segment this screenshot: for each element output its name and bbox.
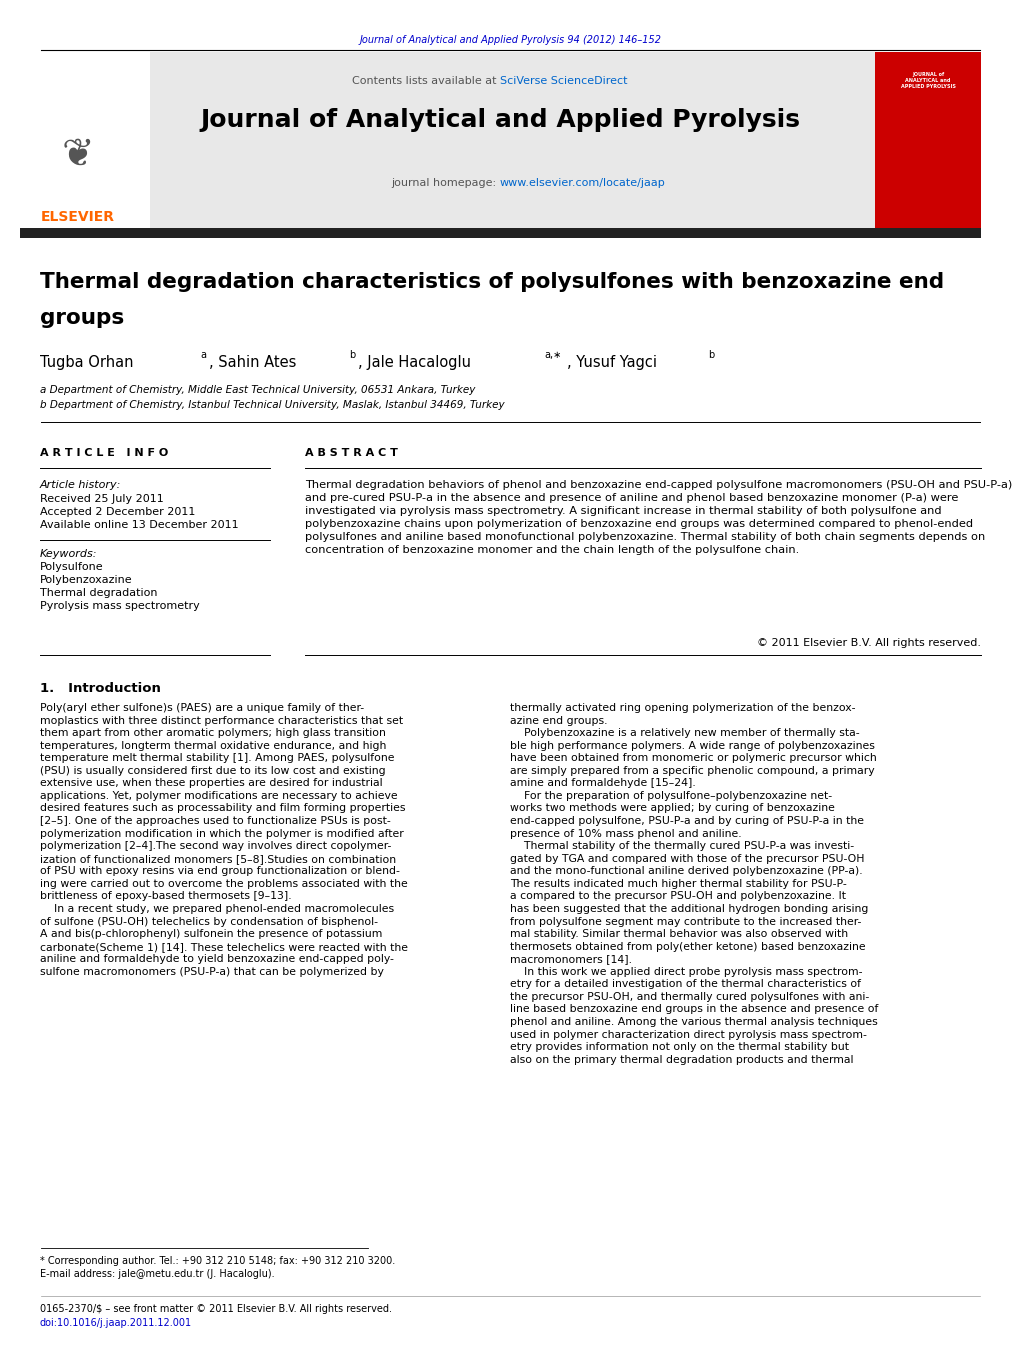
Text: Thermal degradation characteristics of polysulfones with benzoxazine end: Thermal degradation characteristics of p… <box>40 272 944 292</box>
Text: groups: groups <box>40 308 125 328</box>
Text: © 2011 Elsevier B.V. All rights reserved.: © 2011 Elsevier B.V. All rights reserved… <box>757 638 981 648</box>
FancyBboxPatch shape <box>875 51 981 228</box>
Text: b Department of Chemistry, Istanbul Technical University, Maslak, Istanbul 34469: b Department of Chemistry, Istanbul Tech… <box>40 400 504 409</box>
Text: thermally activated ring opening polymerization of the benzox-
azine end groups.: thermally activated ring opening polymer… <box>510 703 878 1065</box>
Text: Journal of Analytical and Applied Pyrolysis: Journal of Analytical and Applied Pyroly… <box>200 108 800 132</box>
Text: A B S T R A C T: A B S T R A C T <box>305 449 398 458</box>
Text: Journal of Analytical and Applied Pyrolysis 94 (2012) 146–152: Journal of Analytical and Applied Pyroly… <box>359 35 662 45</box>
Text: SciVerse ScienceDirect: SciVerse ScienceDirect <box>500 76 628 86</box>
Text: b: b <box>708 350 715 359</box>
Text: ❦: ❦ <box>61 136 94 174</box>
Text: Keywords:: Keywords: <box>40 549 97 559</box>
FancyBboxPatch shape <box>20 228 981 238</box>
Text: 0165-2370/$ – see front matter © 2011 Elsevier B.V. All rights reserved.: 0165-2370/$ – see front matter © 2011 El… <box>40 1304 392 1315</box>
Text: Tugba Orhan: Tugba Orhan <box>40 355 134 370</box>
Text: Article history:: Article history: <box>40 480 121 490</box>
Text: Poly(aryl ether sulfone)s (PAES) are a unique family of ther-
moplastics with th: Poly(aryl ether sulfone)s (PAES) are a u… <box>40 703 408 977</box>
Text: , Yusuf Yagci: , Yusuf Yagci <box>567 355 657 370</box>
Text: A R T I C L E   I N F O: A R T I C L E I N F O <box>40 449 168 458</box>
Text: Contents lists available at: Contents lists available at <box>352 76 500 86</box>
Text: a: a <box>200 350 206 359</box>
Text: , Sahin Ates: , Sahin Ates <box>209 355 296 370</box>
Text: 1.   Introduction: 1. Introduction <box>40 682 161 694</box>
Text: Thermal degradation: Thermal degradation <box>40 588 157 598</box>
Text: Polysulfone: Polysulfone <box>40 562 103 571</box>
Text: Polybenzoxazine: Polybenzoxazine <box>40 576 133 585</box>
Text: Accepted 2 December 2011: Accepted 2 December 2011 <box>40 507 195 517</box>
Text: * Corresponding author. Tel.: +90 312 210 5148; fax: +90 312 210 3200.: * Corresponding author. Tel.: +90 312 21… <box>40 1256 395 1266</box>
Text: Available online 13 December 2011: Available online 13 December 2011 <box>40 520 239 530</box>
Text: Received 25 July 2011: Received 25 July 2011 <box>40 494 163 504</box>
FancyBboxPatch shape <box>20 51 150 228</box>
Text: doi:10.1016/j.jaap.2011.12.001: doi:10.1016/j.jaap.2011.12.001 <box>40 1319 192 1328</box>
Text: a,∗: a,∗ <box>544 350 562 359</box>
Text: E-mail address: jale@metu.edu.tr (J. Hacaloglu).: E-mail address: jale@metu.edu.tr (J. Hac… <box>40 1269 275 1279</box>
Text: b: b <box>349 350 355 359</box>
Text: ELSEVIER: ELSEVIER <box>41 209 115 224</box>
Text: Thermal degradation behaviors of phenol and benzoxazine end-capped polysulfone m: Thermal degradation behaviors of phenol … <box>305 480 1012 555</box>
Text: a Department of Chemistry, Middle East Technical University, 06531 Ankara, Turke: a Department of Chemistry, Middle East T… <box>40 385 476 394</box>
Text: JOURNAL of
ANALYTICAL and
APPLIED PYROLYSIS: JOURNAL of ANALYTICAL and APPLIED PYROLY… <box>901 72 956 89</box>
Text: www.elsevier.com/locate/jaap: www.elsevier.com/locate/jaap <box>500 178 666 188</box>
FancyBboxPatch shape <box>20 51 875 228</box>
Text: journal homepage:: journal homepage: <box>391 178 500 188</box>
Text: , Jale Hacaloglu: , Jale Hacaloglu <box>358 355 471 370</box>
Text: Pyrolysis mass spectrometry: Pyrolysis mass spectrometry <box>40 601 200 611</box>
